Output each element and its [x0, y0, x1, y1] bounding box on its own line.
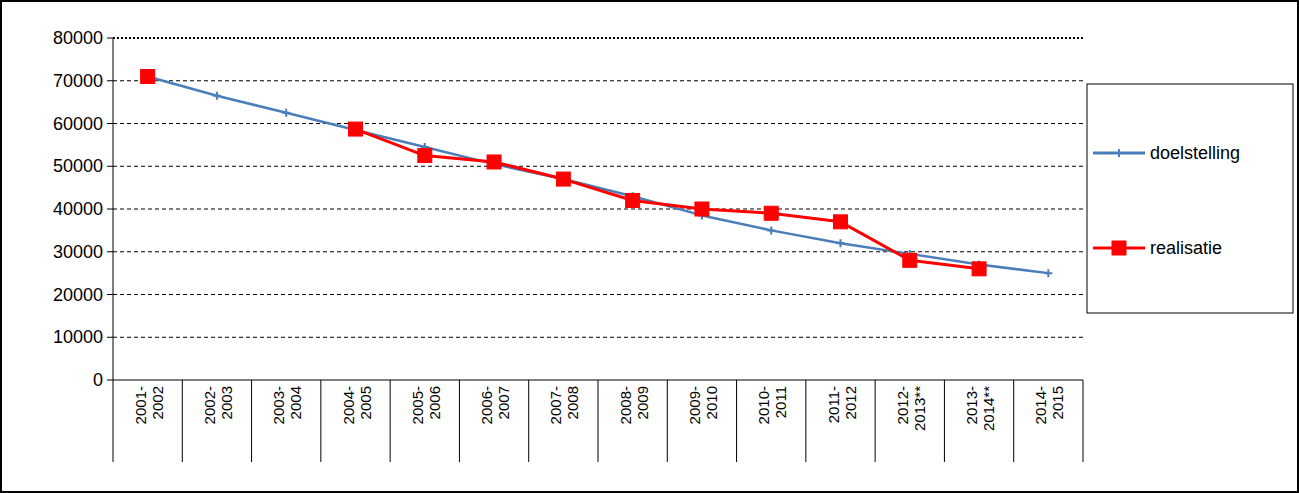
marker [695, 202, 709, 216]
grid-line [113, 80, 1083, 81]
grid-line [113, 37, 1083, 39]
grid-line [113, 166, 1083, 167]
marker [213, 92, 221, 100]
y-tick [107, 166, 113, 167]
y-tick-label: 70000 [53, 71, 103, 91]
x-separator [805, 380, 806, 462]
x-tick-label: 2006-2007 [478, 386, 512, 424]
x-tick-label: 2005-2006 [409, 386, 443, 424]
x-tick-label: 2010-2011 [755, 386, 789, 424]
y-tick-label: 20000 [53, 285, 103, 305]
x-tick-label: 2001-2002 [132, 386, 166, 424]
y-tick-label: 50000 [53, 156, 103, 176]
marker [1044, 269, 1052, 277]
marker [764, 206, 778, 220]
x-tick-label: 2009-2010 [686, 386, 720, 424]
x-separator [598, 380, 599, 462]
marker [903, 253, 917, 267]
x-separator [251, 380, 252, 462]
y-tick [107, 251, 113, 252]
x-tick-label: 2003-2004 [270, 386, 304, 424]
marker [837, 239, 845, 247]
x-separator [875, 380, 876, 462]
marker [834, 215, 848, 229]
x-separator [1083, 380, 1084, 462]
x-separator [667, 380, 668, 462]
x-tick-label: 2007-2008 [547, 386, 581, 424]
x-separator [528, 380, 529, 462]
grid-line [113, 251, 1083, 252]
y-tick [107, 294, 113, 295]
marker [972, 262, 986, 276]
marker [141, 69, 155, 83]
x-separator [320, 380, 321, 462]
x-separator [182, 380, 183, 462]
x-tick-label: 2012-2013** [894, 386, 928, 431]
y-tick-label: 10000 [53, 327, 103, 347]
y-tick [107, 337, 113, 338]
marker [1112, 241, 1126, 255]
y-tick-label: 40000 [53, 199, 103, 219]
frame [1, 1, 1298, 492]
x-separator [390, 380, 391, 462]
series-line [148, 76, 1049, 273]
y-tick-label: 80000 [53, 28, 103, 48]
marker [349, 122, 363, 136]
x-separator [1013, 380, 1014, 462]
y-tick-label: 0 [93, 370, 103, 390]
y-tick-label: 60000 [53, 114, 103, 134]
y-tick [107, 38, 113, 39]
marker [556, 172, 570, 186]
x-separator [944, 380, 945, 462]
grid-line [113, 294, 1083, 295]
legend-box [1087, 84, 1293, 313]
x-tick-label: 2011-2012 [825, 386, 859, 423]
legend-label: realisatie [1150, 238, 1222, 258]
marker [282, 109, 290, 117]
x-separator [113, 380, 114, 462]
marker [487, 155, 501, 169]
y-tick [107, 380, 113, 381]
marker [626, 193, 640, 207]
x-tick-label: 2002-2003 [201, 386, 235, 424]
x-tick-label: 2013-2014** [963, 386, 997, 431]
series-line [356, 129, 980, 269]
y-tick [107, 123, 113, 124]
plot-area [141, 69, 1053, 277]
y-tick [107, 80, 113, 81]
x-tick-label: 2004-2005 [340, 386, 374, 424]
chart: 0 10000 20000 30000 40000 50000 60000 70000 8000… [0, 0, 1299, 493]
x-tick-label: 2014-2015 [1032, 386, 1066, 424]
marker [767, 226, 775, 234]
y-tick [107, 209, 113, 210]
y-axis [113, 38, 114, 380]
legend-label: doelstelling [1150, 143, 1240, 163]
x-separator [459, 380, 460, 462]
legend: doelstelling realisatie [1087, 84, 1293, 313]
marker [1115, 149, 1123, 157]
x-tick-label: 2008-2009 [617, 386, 651, 424]
grid-line [113, 209, 1083, 210]
x-separator [736, 380, 737, 462]
grid-line [113, 337, 1083, 338]
marker [418, 149, 432, 163]
y-tick-label: 30000 [53, 242, 103, 262]
grid-line [113, 123, 1083, 124]
